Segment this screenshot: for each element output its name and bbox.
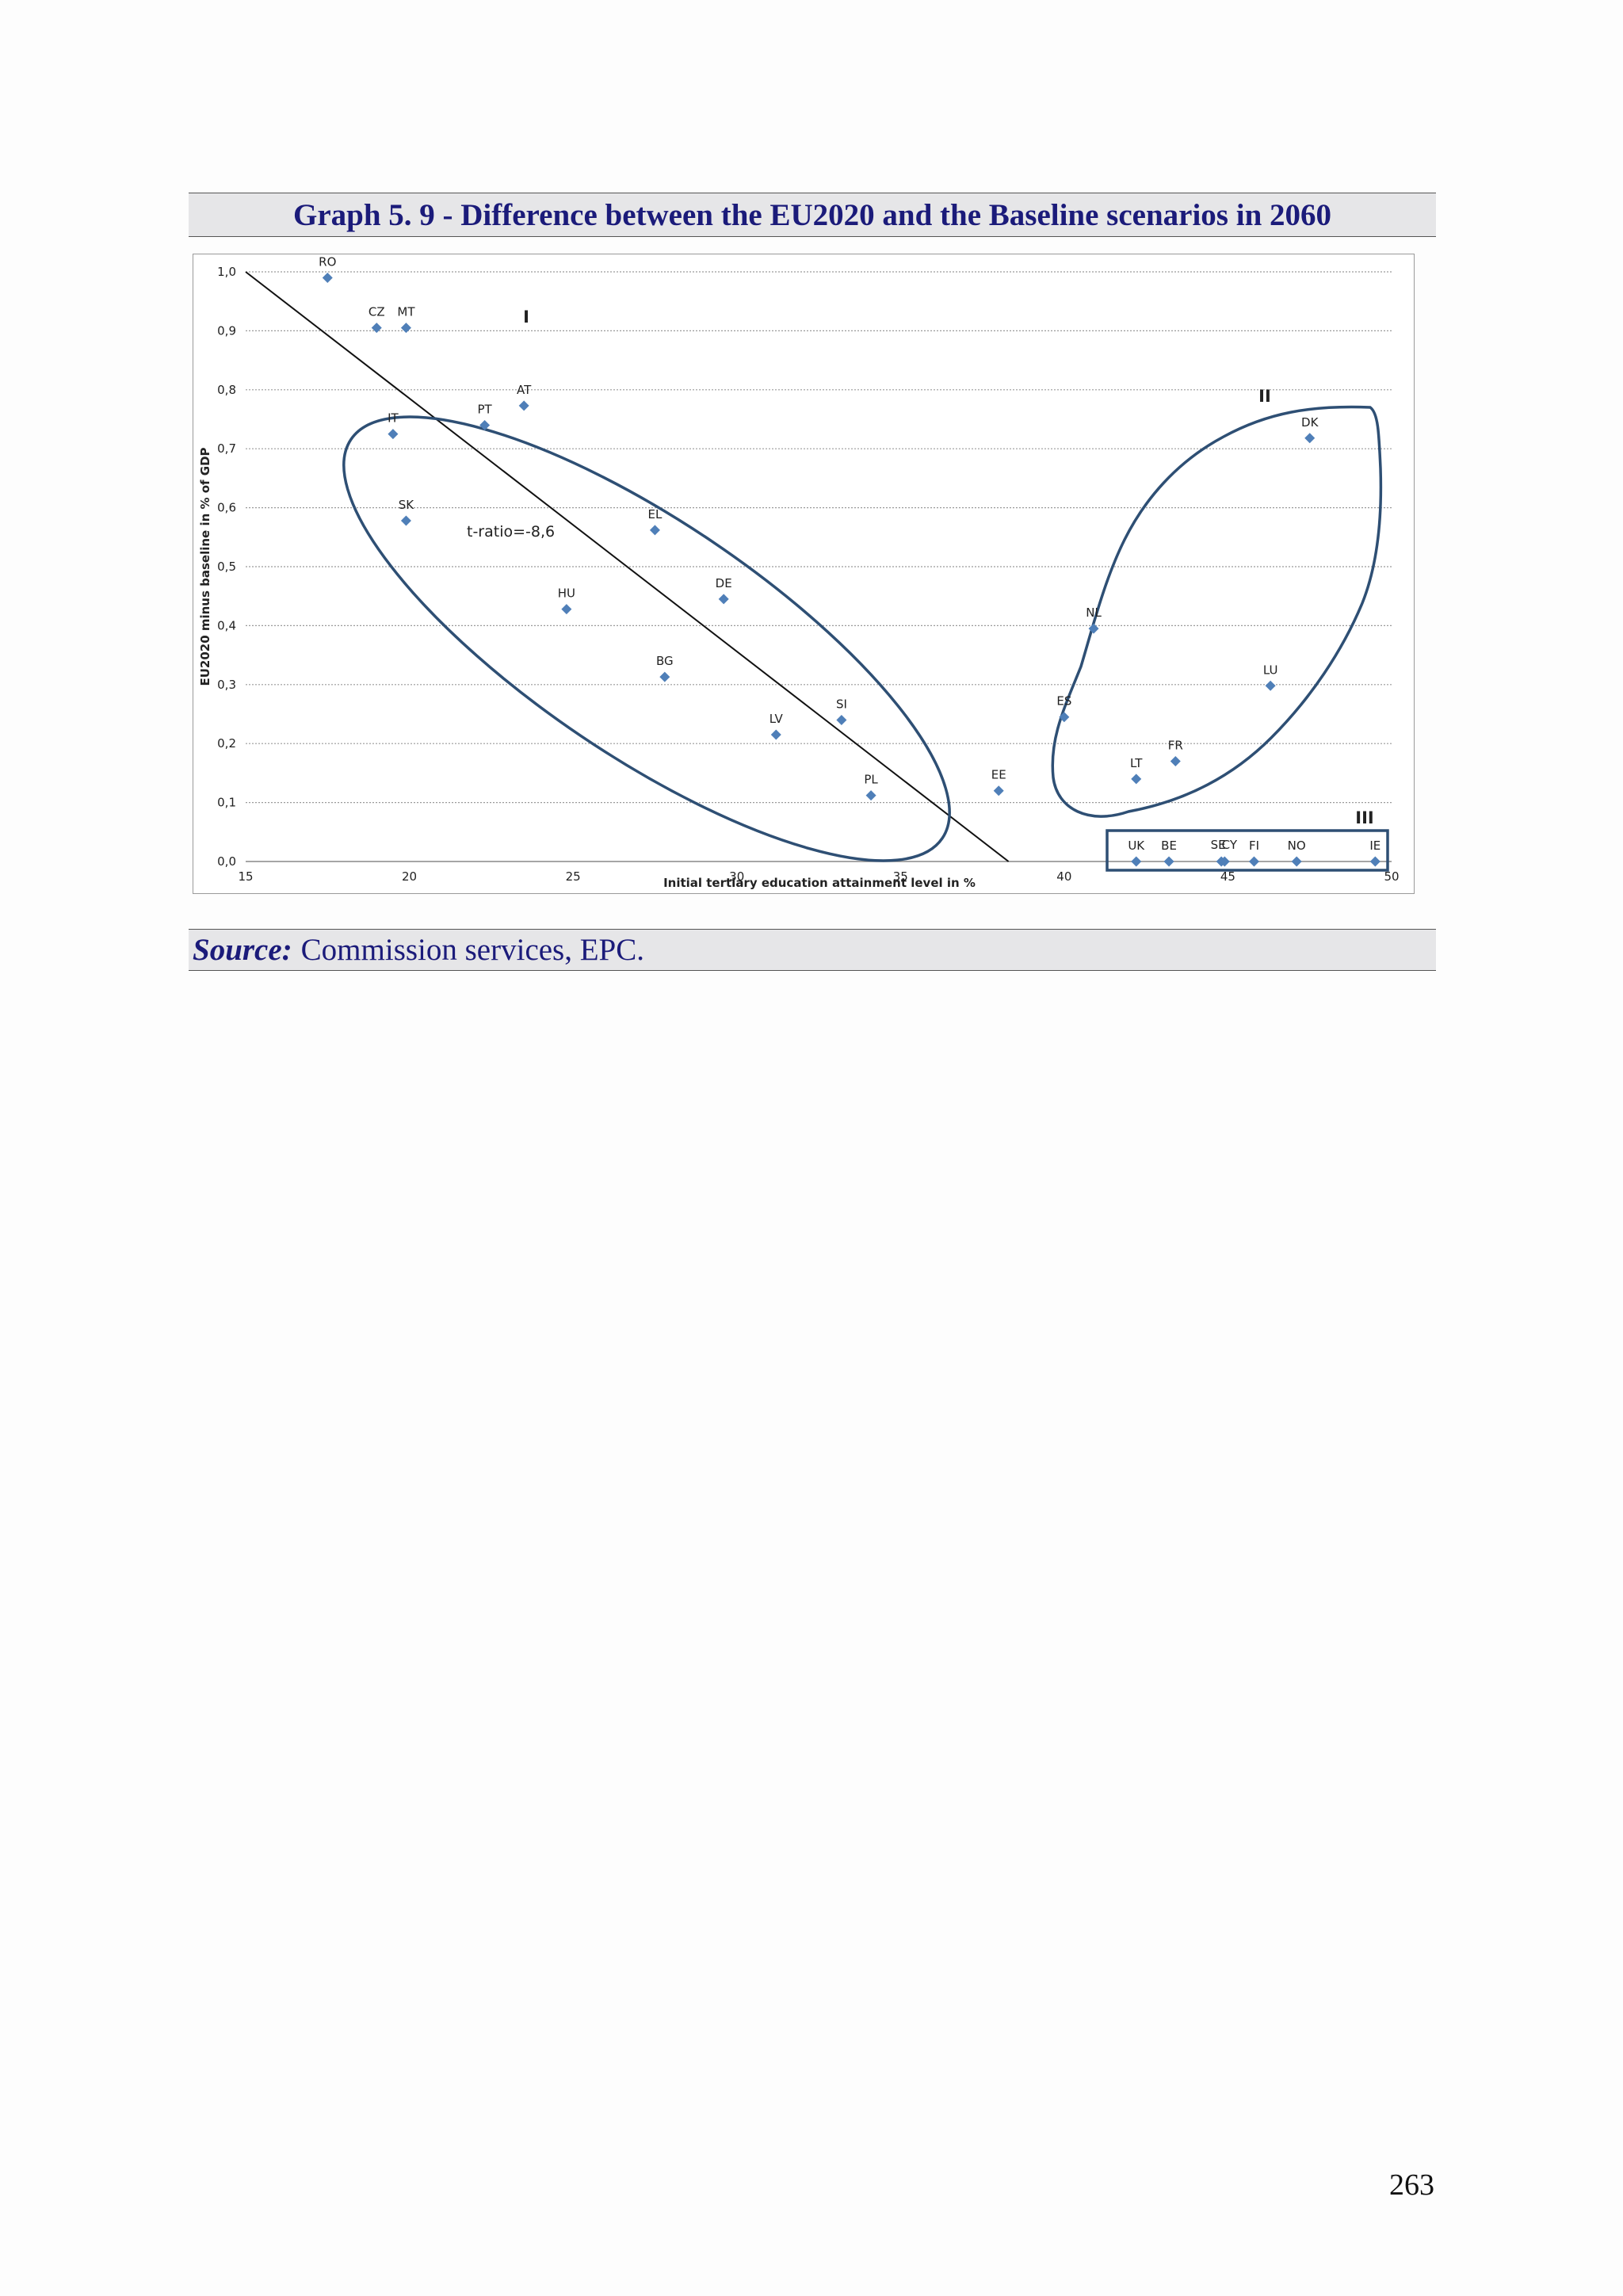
point-label-fr: FR: [1168, 739, 1183, 753]
data-point-ie: [1369, 856, 1381, 867]
point-label-de: DE: [716, 576, 732, 590]
point-label-ie: IE: [1369, 839, 1381, 853]
data-point-fi: [1248, 856, 1259, 867]
group-label-3: III: [1355, 808, 1373, 827]
x-tick-label: 45: [1220, 869, 1235, 884]
data-point-pt: [479, 419, 491, 430]
x-tick-label: 30: [729, 869, 744, 884]
page-number: 263: [1389, 2168, 1434, 2202]
y-tick-label: 1,0: [217, 265, 236, 279]
point-label-it: IT: [388, 411, 399, 426]
data-point-sk: [400, 515, 411, 526]
x-tick-label: 50: [1384, 869, 1399, 884]
graph-title: Graph 5. 9 - Difference between the EU20…: [292, 197, 1332, 232]
point-label-es: ES: [1056, 694, 1071, 709]
point-label-cy: CY: [1222, 838, 1238, 852]
regression-line: [245, 271, 1010, 862]
x-tick-label: 15: [238, 869, 253, 884]
data-point-it: [388, 429, 399, 440]
group-ii-outline: [1051, 405, 1383, 818]
chart-svg: 0,0 0,1 0,2 0,3 0,4 0,5 0,6 0,7 0,8 0,9 1,0 15 20 25 3…: [198, 254, 1400, 890]
point-label-at: AT: [517, 383, 532, 397]
point-label-no: NO: [1288, 839, 1306, 853]
data-point-ee: [993, 785, 1004, 797]
data-point-mt: [400, 323, 411, 334]
y-tick-label: 0,0: [217, 854, 236, 869]
y-tick-label: 0,8: [217, 383, 236, 397]
data-point-bg: [659, 671, 670, 682]
y-tick-label: 0,9: [217, 323, 236, 338]
y-tick-label: 0,4: [217, 618, 236, 632]
x-tick-label: 20: [402, 869, 417, 884]
y-tick-label: 0,6: [217, 501, 236, 515]
data-point-si: [836, 714, 847, 725]
data-point-es: [1059, 712, 1070, 723]
y-tick-label: 0,7: [217, 441, 236, 456]
point-label-se: SE: [1211, 838, 1226, 852]
data-point-cy: [1219, 856, 1230, 867]
data-point-hu: [561, 604, 572, 615]
point-label-si: SI: [836, 697, 847, 711]
point-label-ee: EE: [991, 768, 1006, 782]
group-i-outline: [342, 415, 951, 862]
source-label: Source:: [193, 933, 292, 967]
point-label-cz: CZ: [369, 305, 385, 319]
y-tick-label: 0,2: [217, 736, 236, 751]
y-axis-title: EU2020 minus baseline in % of GDP: [198, 447, 212, 686]
data-point-lt: [1131, 774, 1142, 785]
point-label-lv: LV: [769, 712, 784, 726]
y-tick-label: 0,1: [217, 796, 236, 810]
point-label-el: EL: [648, 507, 663, 521]
source-bar: Source: Commission services, EPC.: [189, 929, 1436, 971]
data-point-uk: [1131, 856, 1142, 867]
source-text: Commission services, EPC.: [300, 933, 645, 967]
point-label-lu: LU: [1263, 663, 1278, 677]
data-point-cz: [371, 323, 382, 334]
group-iii-outline: [1106, 829, 1389, 872]
scatter-chart: 0,0 0,1 0,2 0,3 0,4 0,5 0,6 0,7 0,8 0,9 1,0 15 20 25 3…: [193, 254, 1415, 894]
data-point-dk: [1304, 433, 1316, 444]
x-tick-label: 40: [1056, 869, 1071, 884]
data-point-lv: [770, 729, 781, 740]
group-label-2: II: [1258, 387, 1271, 406]
point-label-bg: BG: [656, 654, 674, 668]
x-tick-label: 25: [566, 869, 581, 884]
point-label-sk: SK: [399, 498, 415, 512]
point-label-dk: DK: [1301, 415, 1319, 430]
point-label-mt: MT: [397, 305, 415, 319]
x-axis-title: Initial tertiary education attainment le…: [663, 876, 976, 890]
point-label-be: BE: [1161, 839, 1177, 853]
y-tick-label: 0,5: [217, 560, 236, 574]
point-label-nl: NL: [1086, 606, 1102, 620]
data-point-at: [518, 400, 529, 411]
annotation-t-ratio: t-ratio=-8,6: [467, 523, 555, 541]
graph-title-bar: Graph 5. 9 - Difference between the EU20…: [189, 193, 1436, 237]
data-point-lu: [1265, 680, 1276, 691]
data-point-fr: [1170, 756, 1181, 767]
y-tick-label: 0,3: [217, 678, 236, 692]
point-label-hu: HU: [558, 586, 575, 601]
data-point-be: [1163, 856, 1174, 867]
data-point-de: [718, 594, 729, 605]
point-label-uk: UK: [1128, 839, 1145, 853]
point-label-lt: LT: [1130, 756, 1143, 770]
data-point-el: [649, 525, 660, 536]
group-label-1: I: [523, 308, 529, 327]
x-tick-label: 35: [893, 869, 908, 884]
point-label-pl: PL: [864, 773, 878, 787]
data-point-no: [1291, 856, 1302, 867]
point-label-ro: RO: [319, 254, 336, 269]
data-point-nl: [1088, 623, 1099, 634]
point-label-fi: FI: [1249, 839, 1259, 853]
point-label-pt: PT: [477, 402, 492, 416]
data-point-ro: [322, 272, 333, 283]
data-point-pl: [865, 790, 876, 801]
